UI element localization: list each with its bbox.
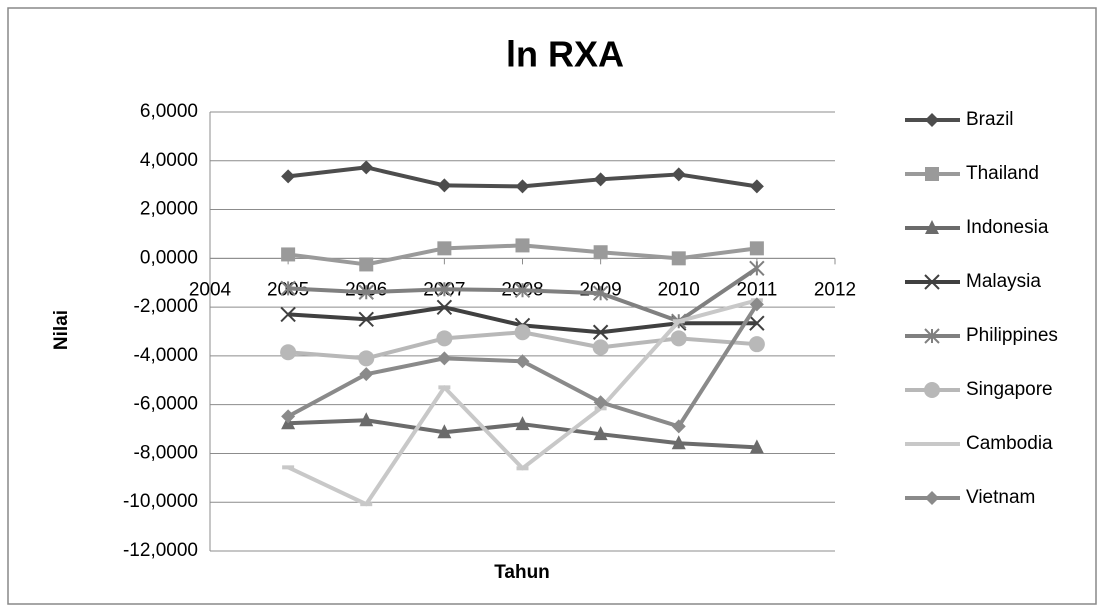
data-point <box>280 280 296 297</box>
data-point <box>671 435 686 450</box>
data-point <box>671 419 686 434</box>
data-point <box>748 336 765 353</box>
data-point <box>592 324 609 340</box>
data-point <box>437 241 452 256</box>
legend-label: Singapore <box>966 379 1053 400</box>
data-point <box>749 315 765 331</box>
data-point <box>515 416 530 431</box>
legend-label: Philippines <box>966 325 1058 346</box>
legend-marker <box>924 274 940 290</box>
x-tick-label: 2004 <box>189 279 232 300</box>
data-point <box>436 299 453 316</box>
data-point <box>437 424 452 439</box>
legend-label: Malaysia <box>966 271 1041 292</box>
x-tick-label: 2011 <box>736 279 777 300</box>
y-tick-label: 2,0000 <box>140 199 198 220</box>
data-point <box>514 282 531 298</box>
data-point <box>359 367 374 382</box>
y-axis-title: Nilai <box>51 310 72 350</box>
chart-border <box>7 7 1097 605</box>
data-point <box>436 281 453 298</box>
data-point <box>281 169 296 184</box>
data-point <box>749 241 764 256</box>
x-tick-label: 2010 <box>658 279 700 300</box>
data-point <box>592 339 609 356</box>
data-point <box>749 179 764 194</box>
data-point <box>358 350 375 367</box>
y-tick-label: -12,0000 <box>123 540 198 561</box>
data-point <box>359 160 374 175</box>
data-point <box>593 245 608 260</box>
legend-marker <box>925 491 939 505</box>
data-point <box>749 439 764 454</box>
legend-label: Thailand <box>966 163 1039 184</box>
legend-marker <box>924 382 940 398</box>
data-point <box>749 297 764 312</box>
chart-title: ln RXA <box>506 34 624 75</box>
data-point <box>592 285 609 301</box>
data-point <box>280 344 297 361</box>
data-point <box>515 179 530 194</box>
data-point <box>436 330 453 347</box>
data-point <box>281 409 296 424</box>
legend-marker <box>925 220 939 234</box>
data-point <box>593 426 608 441</box>
legend-label: Cambodia <box>966 433 1053 454</box>
data-point <box>671 167 686 182</box>
data-point <box>359 412 374 427</box>
data-point <box>437 178 452 193</box>
data-point <box>749 260 765 277</box>
data-point <box>280 306 296 323</box>
y-tick-label: -10,0000 <box>123 491 198 512</box>
y-tick-label: 4,0000 <box>140 150 198 171</box>
legend-marker <box>924 328 940 344</box>
x-tick-label: 2012 <box>814 279 856 300</box>
y-tick-label: -8,0000 <box>134 442 198 463</box>
data-point <box>593 172 608 187</box>
data-point <box>514 324 531 341</box>
data-point <box>515 238 530 253</box>
data-point <box>281 247 296 262</box>
y-tick-label: -2,0000 <box>134 296 198 317</box>
y-tick-label: 0,0000 <box>140 247 198 268</box>
y-tick-label: 6,0000 <box>140 101 198 122</box>
data-point <box>670 330 687 347</box>
legend-label: Vietnam <box>966 487 1035 508</box>
data-point <box>358 284 374 300</box>
x-axis-title: Tahun <box>494 562 550 583</box>
legend-marker <box>925 167 939 181</box>
legend-marker <box>925 113 939 127</box>
legend-label: Brazil <box>966 109 1014 130</box>
data-point <box>515 354 530 369</box>
data-point <box>359 257 374 272</box>
y-tick-label: -4,0000 <box>134 345 198 366</box>
y-tick-label: -6,0000 <box>134 394 198 415</box>
data-point <box>358 311 374 328</box>
data-point <box>671 251 686 266</box>
data-point <box>593 395 608 410</box>
data-point <box>437 351 452 366</box>
legend-label: Indonesia <box>966 217 1049 238</box>
